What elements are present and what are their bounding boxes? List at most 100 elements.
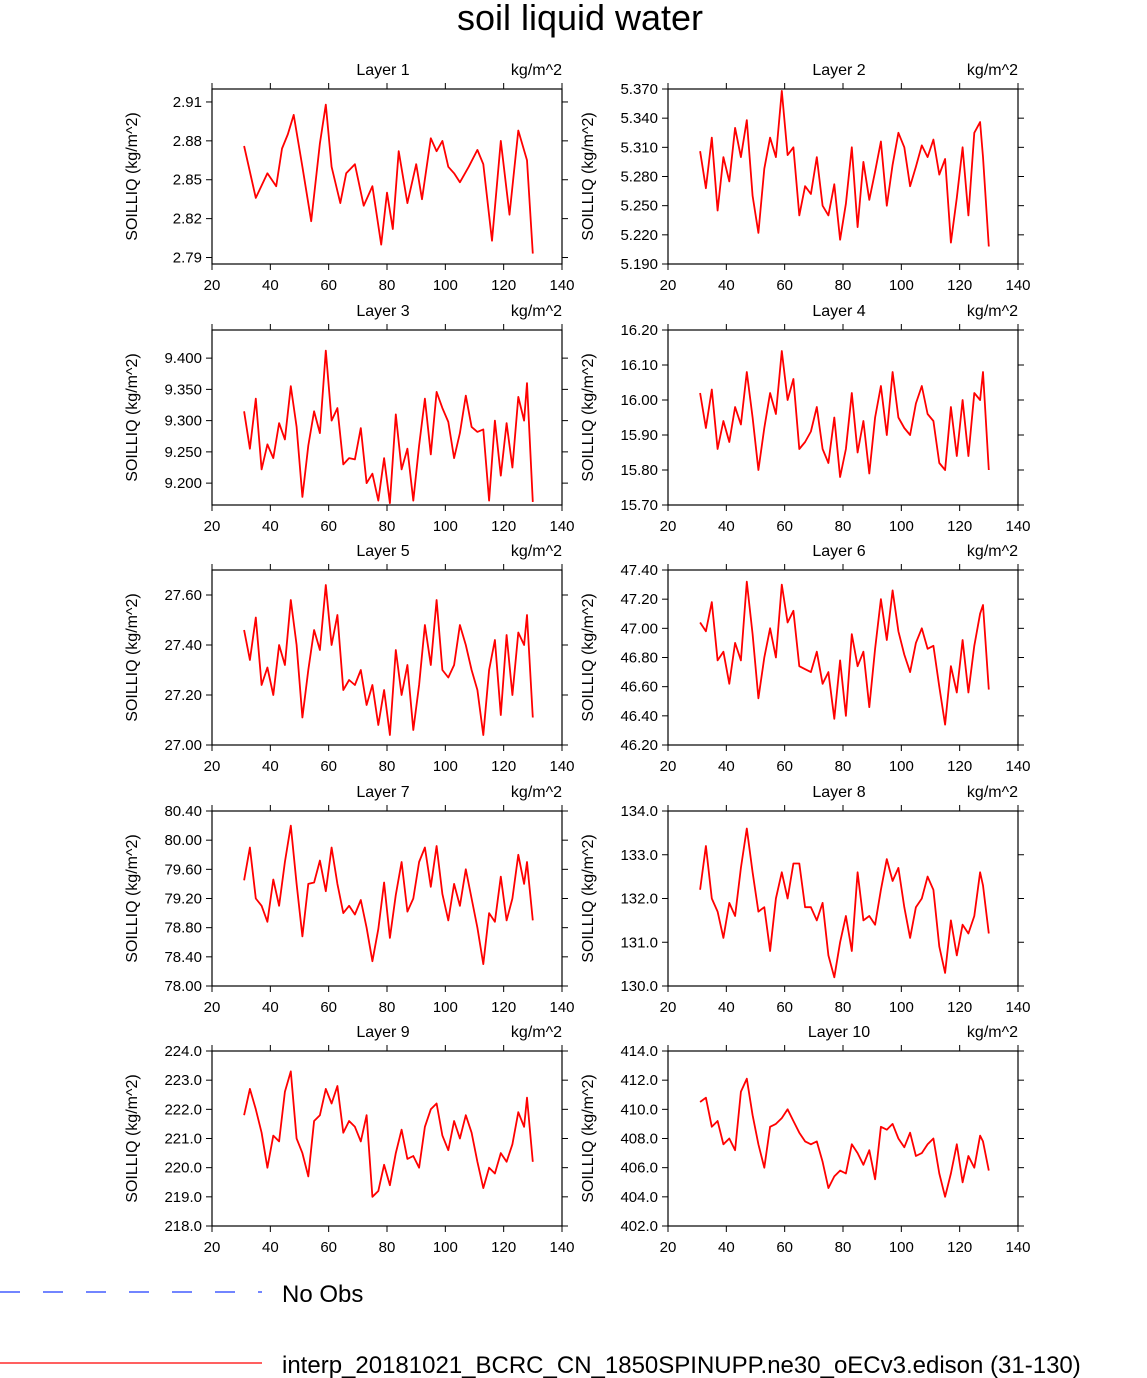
chart-panel-layer-1: 20 40 60 80 100 120 140 2.79 2.82 2.85 2.88 2.91 Lay… bbox=[124, 62, 575, 294]
x-tick-label: 100 bbox=[433, 758, 458, 775]
x-tick-label: 20 bbox=[204, 999, 221, 1016]
y-tick-label: 80.00 bbox=[164, 832, 202, 849]
plot-frame bbox=[211, 810, 563, 987]
x-tick-label: 80 bbox=[379, 758, 396, 775]
y-tick-label: 47.40 bbox=[620, 562, 658, 579]
x-tick-label: 40 bbox=[262, 518, 279, 535]
panel-title: Layer 8 bbox=[812, 784, 865, 801]
series-line bbox=[699, 90, 990, 247]
x-tick-label: 40 bbox=[718, 518, 735, 535]
x-tick-label: 140 bbox=[549, 999, 574, 1016]
x-tick-label: 40 bbox=[262, 758, 279, 775]
y-tick-label: 27.20 bbox=[164, 687, 202, 704]
x-tick-label: 120 bbox=[491, 277, 516, 294]
y-tick-label: 9.200 bbox=[164, 475, 202, 492]
y-tick-label: 2.85 bbox=[173, 172, 202, 189]
x-tick-label: 60 bbox=[320, 758, 337, 775]
x-tick-label: 140 bbox=[1005, 277, 1030, 294]
y-tick-label: 5.310 bbox=[620, 139, 658, 156]
y-tick-label: 402.0 bbox=[620, 1218, 658, 1235]
y-tick-label: 78.00 bbox=[164, 978, 202, 995]
y-tick-label: 410.0 bbox=[620, 1101, 658, 1118]
x-tick-label: 100 bbox=[889, 999, 914, 1016]
y-tick-label: 16.00 bbox=[620, 392, 658, 409]
x-tick-label: 40 bbox=[262, 999, 279, 1016]
x-tick-label: 80 bbox=[835, 999, 852, 1016]
y-tick-label: 79.60 bbox=[164, 861, 202, 878]
y-axis-label: SOILLIQ (kg/m^2) bbox=[580, 834, 597, 962]
x-tick-label: 80 bbox=[835, 518, 852, 535]
legend-label-model: interp_20181021_BCRC_CN_1850SPINUPP.ne30… bbox=[282, 1352, 1081, 1378]
y-axis-label: SOILLIQ (kg/m^2) bbox=[124, 1074, 141, 1202]
y-tick-label: 218.0 bbox=[164, 1218, 202, 1235]
y-tick-label: 9.250 bbox=[164, 444, 202, 461]
y-tick-label: 78.40 bbox=[164, 949, 202, 966]
series-line bbox=[699, 350, 990, 478]
x-tick-label: 120 bbox=[947, 1239, 972, 1256]
x-tick-label: 20 bbox=[204, 518, 221, 535]
x-tick-label: 40 bbox=[718, 1239, 735, 1256]
chart-panel-layer-6: 20 40 60 80 100 120 140 46.20 46.40 46.60 46.80 47.… bbox=[580, 543, 1031, 775]
y-tick-label: 2.91 bbox=[173, 94, 202, 111]
x-tick-label: 20 bbox=[204, 1239, 221, 1256]
x-tick-label: 20 bbox=[660, 518, 677, 535]
x-tick-label: 120 bbox=[947, 277, 972, 294]
panel-title: Layer 6 bbox=[812, 543, 865, 560]
y-tick-label: 46.20 bbox=[620, 737, 658, 754]
y-tick-label: 134.0 bbox=[620, 803, 658, 820]
y-tick-label: 130.0 bbox=[620, 978, 658, 995]
x-tick-label: 80 bbox=[835, 1239, 852, 1256]
panel-title: Layer 3 bbox=[356, 303, 409, 320]
chart-panel-layer-9: 20 40 60 80 100 120 140 218.0 219.0 220.0 221.0 222… bbox=[124, 1024, 575, 1256]
y-tick-label: 219.0 bbox=[164, 1189, 202, 1206]
plot-frame bbox=[211, 1050, 563, 1227]
x-tick-label: 40 bbox=[718, 999, 735, 1016]
x-tick-label: 100 bbox=[433, 518, 458, 535]
y-tick-label: 2.79 bbox=[173, 250, 202, 267]
panel-title: Layer 5 bbox=[356, 543, 409, 560]
y-axis-label: SOILLIQ (kg/m^2) bbox=[580, 112, 597, 240]
y-tick-label: 220.0 bbox=[164, 1160, 202, 1177]
y-tick-label: 408.0 bbox=[620, 1131, 658, 1148]
panel-units: kg/m^2 bbox=[967, 784, 1018, 801]
x-tick-label: 80 bbox=[379, 277, 396, 294]
x-tick-label: 100 bbox=[889, 1239, 914, 1256]
y-tick-label: 412.0 bbox=[620, 1072, 658, 1089]
y-tick-label: 222.0 bbox=[164, 1101, 202, 1118]
chart-panel-layer-10: 20 40 60 80 100 120 140 402.0 404.0 406.0 408.0 410… bbox=[580, 1024, 1031, 1256]
panel-title: Layer 7 bbox=[356, 784, 409, 801]
y-tick-label: 406.0 bbox=[620, 1160, 658, 1177]
x-tick-label: 120 bbox=[491, 518, 516, 535]
y-tick-label: 224.0 bbox=[164, 1043, 202, 1060]
y-tick-label: 5.340 bbox=[620, 110, 658, 127]
panel-units: kg/m^2 bbox=[967, 62, 1018, 79]
y-tick-label: 46.40 bbox=[620, 708, 658, 725]
y-tick-label: 5.190 bbox=[620, 256, 658, 273]
legend-label-no-obs: No Obs bbox=[282, 1281, 363, 1308]
y-tick-label: 15.70 bbox=[620, 497, 658, 514]
y-tick-label: 27.00 bbox=[164, 737, 202, 754]
panel-title: Layer 4 bbox=[812, 303, 865, 320]
y-tick-label: 131.0 bbox=[620, 934, 658, 951]
y-axis-label: SOILLIQ (kg/m^2) bbox=[124, 593, 141, 721]
x-tick-label: 60 bbox=[776, 1239, 793, 1256]
chart-panel-layer-3: 20 40 60 80 100 120 140 9.200 9.250 9.300 9.350 9.4… bbox=[124, 303, 575, 535]
y-axis-label: SOILLIQ (kg/m^2) bbox=[124, 112, 141, 240]
plot-frame bbox=[667, 1050, 1019, 1227]
y-axis-label: SOILLIQ (kg/m^2) bbox=[124, 834, 141, 962]
x-tick-label: 120 bbox=[947, 758, 972, 775]
x-tick-label: 80 bbox=[835, 758, 852, 775]
panels: 20 40 60 80 100 120 140 2.79 2.82 2.85 2.88 2.91 Lay… bbox=[124, 62, 1031, 1256]
x-tick-label: 140 bbox=[1005, 1239, 1030, 1256]
y-axis-label: SOILLIQ (kg/m^2) bbox=[580, 1074, 597, 1202]
legend: No Obs interp_20181021_BCRC_CN_1850SPINU… bbox=[0, 1281, 1081, 1378]
panel-units: kg/m^2 bbox=[511, 543, 562, 560]
chart-panel-layer-2: 20 40 60 80 100 120 140 5.190 5.220 5.250 5.280 5.3… bbox=[580, 62, 1031, 294]
series-line bbox=[699, 580, 990, 726]
x-tick-label: 80 bbox=[379, 999, 396, 1016]
x-tick-label: 100 bbox=[433, 277, 458, 294]
x-tick-label: 140 bbox=[549, 1239, 574, 1256]
series-line bbox=[699, 1077, 990, 1198]
x-tick-label: 100 bbox=[889, 758, 914, 775]
